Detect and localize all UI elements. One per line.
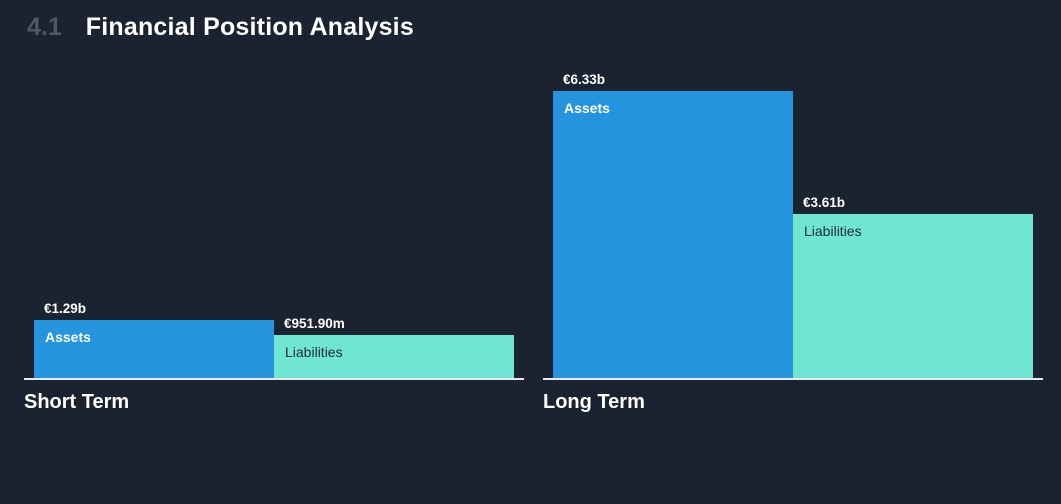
page-title: Financial Position Analysis	[85, 13, 414, 41]
bar-series-label: Assets	[45, 329, 91, 345]
plot-area: €1.29b Assets €951.90m Liabilities	[24, 60, 524, 380]
assets-bar[interactable]: €6.33b Assets	[553, 72, 793, 378]
bar-value-label: €1.29b	[44, 301, 87, 316]
header: 4.1 Financial Position Analysis	[0, 0, 1061, 47]
bar-series-label: Assets	[564, 100, 610, 116]
section-number: 4.1	[27, 13, 62, 41]
chart-group-long-term: €6.33b Assets €3.61b Liabilities Long Te…	[543, 60, 1043, 414]
chart-row: €1.29b Assets €951.90m Liabilities Short…	[0, 60, 1061, 414]
chart-group-short-term: €1.29b Assets €951.90m Liabilities Short…	[24, 60, 524, 414]
plot-area: €6.33b Assets €3.61b Liabilities	[543, 60, 1043, 380]
bar-value-label: €951.90m	[284, 316, 345, 331]
group-label: Long Term	[543, 391, 645, 413]
liabilities-bar[interactable]: €951.90m Liabilities	[274, 316, 514, 378]
bar-value-label: €6.33b	[563, 72, 606, 87]
group-label: Short Term	[24, 391, 130, 413]
liabilities-bar[interactable]: €3.61b Liabilities	[793, 195, 1033, 378]
bar-value-label: €3.61b	[803, 195, 846, 210]
bar-series-label: Liabilities	[285, 344, 343, 360]
assets-bar[interactable]: €1.29b Assets	[34, 301, 274, 378]
bar-series-label: Liabilities	[804, 223, 862, 239]
